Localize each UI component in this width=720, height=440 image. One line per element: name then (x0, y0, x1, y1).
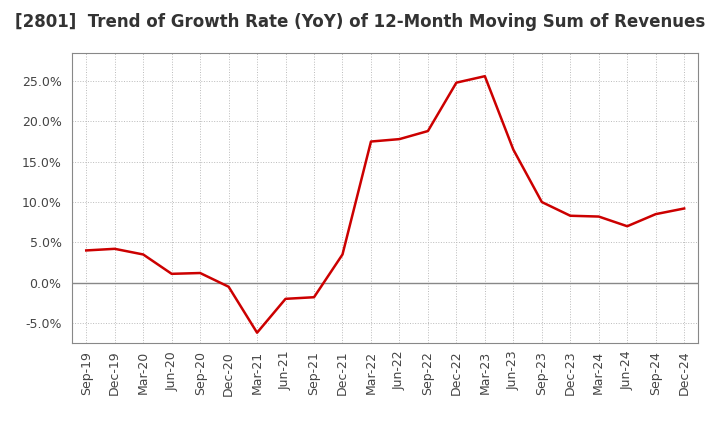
Text: [2801]  Trend of Growth Rate (YoY) of 12-Month Moving Sum of Revenues: [2801] Trend of Growth Rate (YoY) of 12-… (15, 13, 705, 31)
